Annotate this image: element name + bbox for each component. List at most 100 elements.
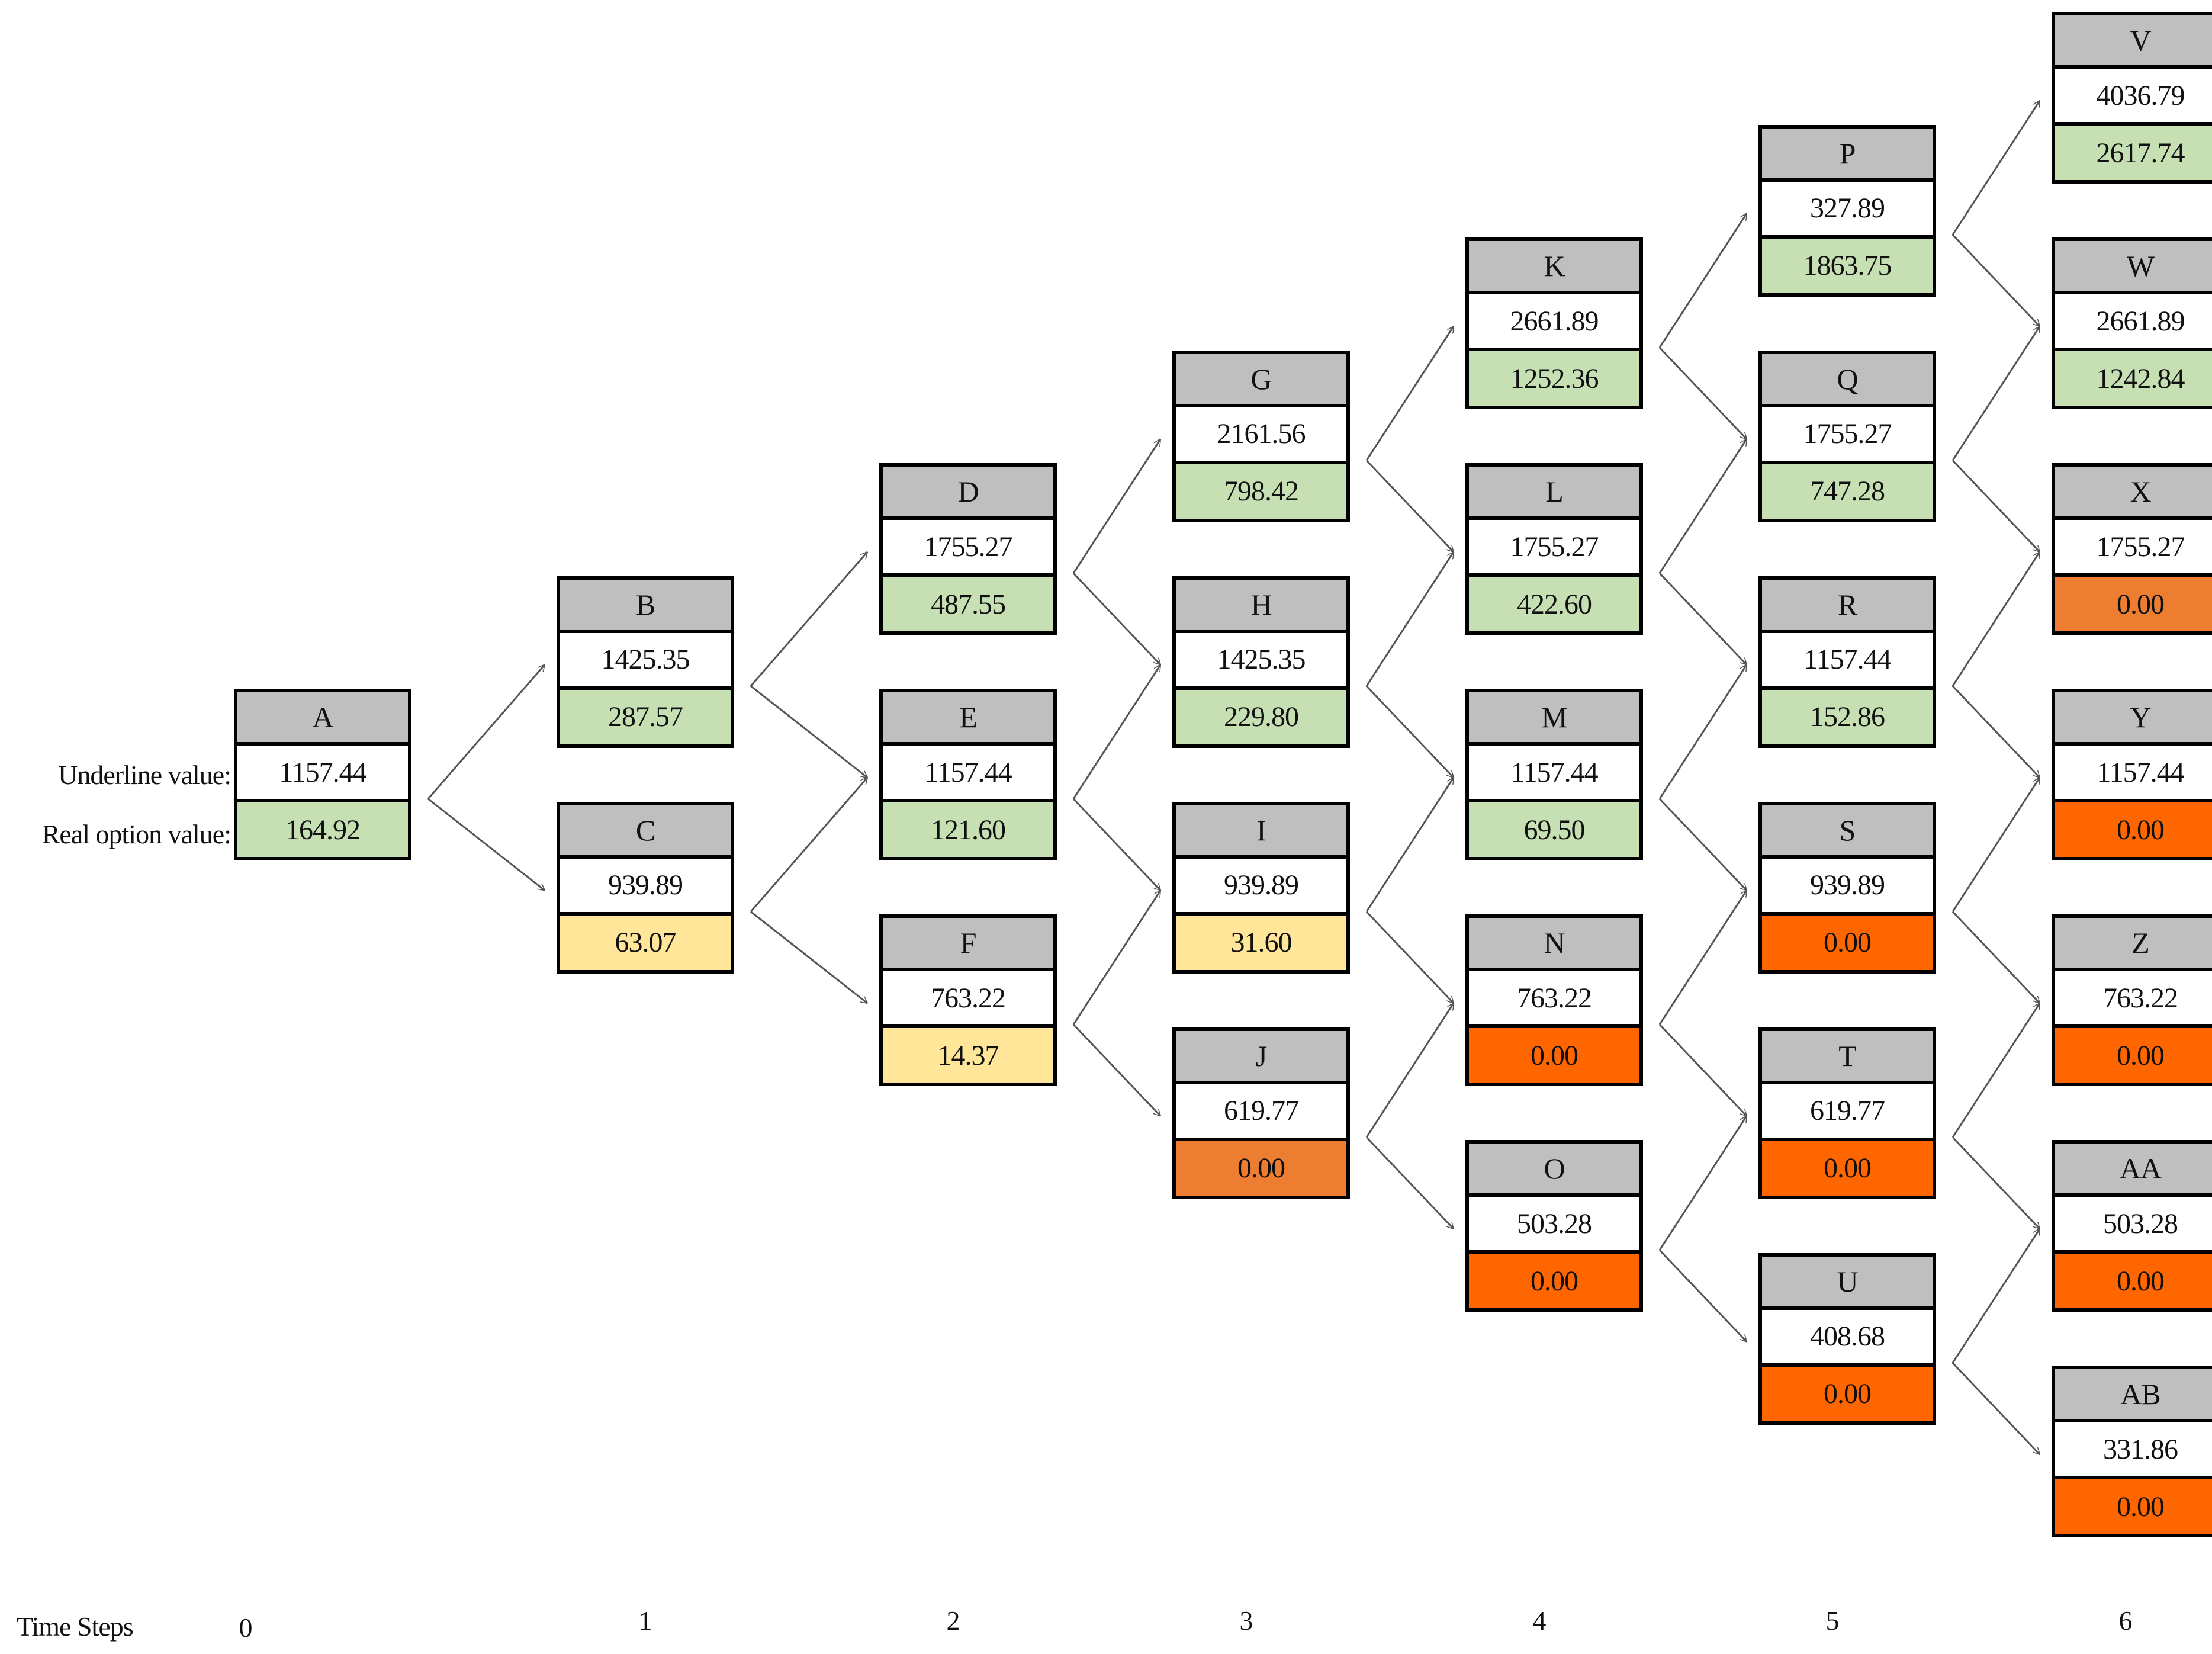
time-step-6: 6 xyxy=(2118,1605,2133,1636)
node-real-option-value: 0.00 xyxy=(1762,1366,1933,1421)
edge-m-r xyxy=(1658,665,1748,799)
edge-r-y xyxy=(1951,685,2040,778)
edge-p-w xyxy=(1951,234,2040,327)
edge-j-n xyxy=(1365,1003,1455,1138)
edge-s-z xyxy=(1951,911,2040,1004)
edge-t-z xyxy=(1951,1003,2041,1138)
time-step-2: 2 xyxy=(946,1605,960,1636)
time-step-4: 4 xyxy=(1532,1605,1547,1636)
edge-d-g xyxy=(1072,439,1162,574)
node-real-option-value: 164.92 xyxy=(237,802,408,857)
node-real-option-value: 747.28 xyxy=(1762,464,1933,519)
edge-h-m xyxy=(1365,685,1454,778)
node-label: X xyxy=(2055,467,2212,520)
node-underline-value: 1755.27 xyxy=(883,520,1053,577)
node-label: AB xyxy=(2055,1369,2212,1422)
node-f: F 763.22 14.37 xyxy=(879,914,1057,1086)
node-real-option-value: 0.00 xyxy=(1762,1141,1933,1196)
node-underline-value: 763.22 xyxy=(883,971,1053,1028)
node-real-option-value: 0.00 xyxy=(2055,1028,2212,1083)
node-label: Q xyxy=(1762,354,1933,407)
node-label: J xyxy=(1176,1030,1346,1084)
edge-i-m xyxy=(1365,778,1455,913)
edge-u-ab xyxy=(1951,1362,2040,1455)
node-label: AA xyxy=(2055,1144,2212,1197)
node-label: E xyxy=(883,692,1053,746)
node-b: B 1425.35 287.57 xyxy=(557,576,734,748)
node-real-option-value: 798.42 xyxy=(1176,464,1346,519)
edge-f-i xyxy=(1072,891,1162,1025)
node-label: P xyxy=(1762,128,1933,182)
node-underline-value: 763.22 xyxy=(1469,971,1639,1028)
node-real-option-value: 422.60 xyxy=(1469,577,1639,631)
node-underline-value: 503.28 xyxy=(2055,1197,2212,1254)
underline-value-label: Underline value: xyxy=(58,760,232,790)
node-underline-value: 619.77 xyxy=(1176,1084,1346,1141)
node-underline-value: 1425.35 xyxy=(1176,632,1346,690)
edge-o-t xyxy=(1658,1116,1748,1251)
edge-e-h xyxy=(1072,665,1162,799)
node-label: Y xyxy=(2055,692,2212,746)
edge-a-b xyxy=(427,665,545,799)
node-underline-value: 327.89 xyxy=(1762,181,1933,239)
node-label: V xyxy=(2055,15,2212,69)
edge-g-l xyxy=(1365,460,1454,553)
node-underline-value: 408.68 xyxy=(1762,1309,1933,1367)
node-real-option-value: 69.50 xyxy=(1469,802,1639,857)
node-d: D 1755.27 487.55 xyxy=(879,463,1057,635)
node-real-option-value: 0.00 xyxy=(2055,802,2212,857)
node-real-option-value: 14.37 xyxy=(883,1028,1053,1083)
node-underline-value: 1157.44 xyxy=(1469,746,1639,802)
node-e: E 1157.44 121.60 xyxy=(879,689,1057,860)
node-underline-value: 939.89 xyxy=(1762,858,1933,916)
node-real-option-value: 487.55 xyxy=(883,577,1053,631)
edge-i-n xyxy=(1365,911,1454,1004)
node-c: C 939.89 63.07 xyxy=(557,801,734,974)
edge-e-i xyxy=(1072,798,1160,891)
node-m: M 1157.44 69.50 xyxy=(1465,689,1643,860)
node-l: L 1755.27 422.60 xyxy=(1465,463,1643,635)
node-a: A 1157.44 164.92 xyxy=(234,689,411,860)
time-step-0: 0 xyxy=(239,1613,253,1643)
node-label: F xyxy=(883,918,1053,971)
edge-t-aa xyxy=(1951,1136,2040,1229)
real-option-value-label: Real option value: xyxy=(41,819,232,849)
node-real-option-value: 0.00 xyxy=(2055,577,2212,631)
node-underline-value: 939.89 xyxy=(560,858,731,916)
node-n: N 763.22 0.00 xyxy=(1465,914,1643,1086)
node-underline-value: 1755.27 xyxy=(2055,520,2212,577)
edge-j-o xyxy=(1365,1136,1454,1229)
node-underline-value: 2661.89 xyxy=(2055,294,2212,351)
node-underline-value: 1425.35 xyxy=(560,632,731,690)
time-step-3: 3 xyxy=(1239,1605,1253,1636)
node-real-option-value: 0.00 xyxy=(1469,1028,1639,1083)
node-label: K xyxy=(1469,241,1639,294)
node-real-option-value: 0.00 xyxy=(1469,1254,1639,1308)
edge-k-p xyxy=(1658,214,1748,348)
node-real-option-value: 1242.84 xyxy=(2055,351,2212,406)
node-underline-value: 1157.44 xyxy=(237,746,408,802)
node-w: W 2661.89 1242.84 xyxy=(2052,237,2212,409)
node-real-option-value: 287.57 xyxy=(560,689,731,744)
node-real-option-value: 229.80 xyxy=(1176,689,1346,744)
node-r: R 1157.44 152.86 xyxy=(1758,576,1936,748)
node-label: H xyxy=(1176,579,1346,633)
node-aa: AA 503.28 0.00 xyxy=(2052,1140,2212,1312)
node-k: K 2661.89 1252.36 xyxy=(1465,237,1643,409)
node-z: Z 763.22 0.00 xyxy=(2052,914,2212,1086)
node-real-option-value: 121.60 xyxy=(883,802,1053,857)
node-real-option-value: 1252.36 xyxy=(1469,351,1639,406)
node-label: S xyxy=(1762,805,1933,859)
edge-g-k xyxy=(1365,326,1455,461)
edge-c-e xyxy=(750,778,867,913)
node-s: S 939.89 0.00 xyxy=(1758,801,1936,974)
edge-n-t xyxy=(1658,1023,1747,1116)
node-label: T xyxy=(1762,1030,1933,1084)
node-underline-value: 4036.79 xyxy=(2055,69,2212,126)
edge-l-q xyxy=(1658,439,1748,574)
node-label: I xyxy=(1176,805,1346,859)
node-t: T 619.77 0.00 xyxy=(1758,1027,1936,1199)
edge-d-h xyxy=(1072,572,1160,665)
node-underline-value: 1755.27 xyxy=(1469,520,1639,577)
node-v: V 4036.79 2617.74 xyxy=(2052,12,2212,184)
